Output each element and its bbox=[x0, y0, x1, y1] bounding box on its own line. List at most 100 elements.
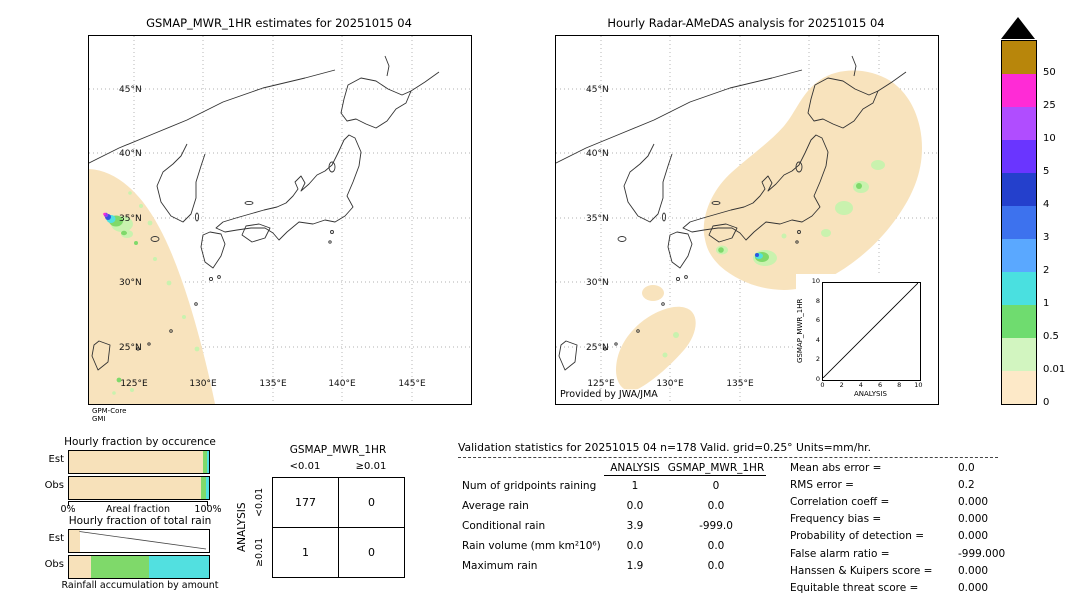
table-row: Average rain 0.0 0.0 bbox=[462, 496, 766, 516]
colorbar-labels: 50 25 10 5 4 3 2 1 0.5 0.01 0 bbox=[1043, 40, 1079, 408]
lat-label: 30°N bbox=[586, 278, 609, 288]
contingency-col-group-label: GSMAP_MWR_1HR bbox=[289, 444, 387, 456]
lat-label: 40°N bbox=[586, 149, 609, 159]
validation-scores: Mean abs error = 0.0 RMS error = 0.2 Corre… bbox=[790, 459, 1005, 597]
inset-x-tick: 2 bbox=[839, 381, 844, 389]
bar-segment bbox=[69, 451, 204, 473]
table-row: Rain volume (mm km²10⁶) 0.0 0.0 bbox=[462, 536, 766, 556]
inset-x-tick: 0 bbox=[820, 381, 825, 389]
stat-value: -999.000 bbox=[958, 547, 1006, 560]
inset-y-tick: 6 bbox=[815, 316, 820, 325]
bar-segment bbox=[91, 556, 149, 578]
colorbar-segment bbox=[1002, 239, 1036, 272]
satellite-source-label: GPM-Core GMI bbox=[92, 407, 127, 423]
bar-segment bbox=[69, 556, 92, 578]
colorbar-tick-label: 3 bbox=[1043, 232, 1050, 243]
stat-label: Equitable threat score = bbox=[790, 581, 919, 594]
lat-label: 35°N bbox=[119, 214, 142, 224]
bar-segment bbox=[69, 530, 80, 552]
contingency-col-label-ge: ≥0.01 bbox=[355, 461, 387, 472]
lon-label: 130°E bbox=[656, 379, 684, 389]
contingency-row-label-lt: <0.01 bbox=[254, 487, 265, 517]
lat-label: 45°N bbox=[119, 85, 142, 95]
dashed-divider bbox=[458, 457, 998, 458]
row-label-est: Est bbox=[48, 533, 64, 544]
table-row: Num of gridpoints raining 1 0 bbox=[462, 476, 766, 496]
x-min-label: 0% bbox=[60, 504, 76, 515]
data-credit: Provided by JWA/JMA bbox=[560, 389, 658, 400]
bar-segment bbox=[69, 477, 202, 499]
stat-value: 0.0 bbox=[958, 461, 975, 474]
colorbar-segment bbox=[1002, 371, 1036, 404]
stat-row: False alarm ratio = -999.000 bbox=[790, 545, 1005, 562]
est-distribution-line bbox=[79, 531, 207, 550]
satellite-swath bbox=[89, 169, 215, 404]
x-max-label: 100% bbox=[194, 504, 222, 515]
colorbar-tick-label: 2 bbox=[1043, 265, 1050, 276]
colorbar-tick-label: 1 bbox=[1043, 298, 1050, 309]
inset-y-tick: 8 bbox=[815, 296, 820, 305]
occurrence-chart-title: Hourly fraction by occurence bbox=[64, 436, 216, 448]
colorbar-segment bbox=[1002, 140, 1036, 173]
gsmap-value: -999.0 bbox=[699, 520, 733, 532]
lat-label: 25°N bbox=[586, 343, 609, 353]
stat-row: Mean abs error = 0.0 bbox=[790, 459, 1005, 476]
stat-label: Mean abs error = bbox=[790, 461, 882, 474]
analysis-value: 1.9 bbox=[626, 560, 644, 572]
validation-title: Validation statistics for 20251015 04 n=… bbox=[458, 441, 872, 454]
stat-value: 0.000 bbox=[958, 564, 989, 577]
lon-label: 125°E bbox=[120, 379, 148, 389]
scatter-inset: GSMAP_MWR_1HR 10 8 6 4 2 0 0 2 4 6 8 10 ANALYSIS bbox=[796, 274, 938, 404]
row-label: Conditional rain bbox=[462, 520, 546, 532]
colorbar bbox=[1001, 40, 1037, 405]
colorbar-tick-label: 0.5 bbox=[1043, 331, 1059, 342]
stat-value: 0.000 bbox=[958, 581, 989, 594]
colorbar-segment bbox=[1002, 272, 1036, 305]
colorbar-segment bbox=[1002, 41, 1036, 74]
colorbar-segment bbox=[1002, 206, 1036, 239]
lon-label: 140°E bbox=[328, 379, 356, 389]
stat-label: Correlation coeff = bbox=[790, 495, 890, 508]
stat-label: Hanssen & Kuipers score = bbox=[790, 564, 933, 577]
contingency-row-label-ge: ≥0.01 bbox=[254, 537, 265, 567]
colorbar-overflow-triangle bbox=[1001, 17, 1035, 39]
analysis-precip-cells bbox=[662, 160, 885, 358]
total-rain-bar-est bbox=[68, 529, 210, 553]
colorbar-tick-label: 10 bbox=[1043, 133, 1056, 144]
row-label-est: Est bbox=[48, 454, 64, 465]
inset-plot-box bbox=[822, 282, 921, 381]
stat-row: Probability of detection = 0.000 bbox=[790, 528, 1005, 545]
inset-x-tick: 6 bbox=[877, 381, 883, 389]
colorbar-tick-label: 0.01 bbox=[1043, 364, 1066, 375]
row-label-obs: Obs bbox=[44, 480, 64, 491]
lon-label: 145°E bbox=[398, 379, 426, 389]
bar-segment bbox=[203, 451, 207, 473]
lat-label: 30°N bbox=[119, 278, 142, 288]
colorbar-segment bbox=[1002, 173, 1036, 206]
stat-row: Frequency bias = 0.000 bbox=[790, 511, 1005, 528]
inset-x-ticks: 0 2 4 6 8 10 bbox=[818, 381, 923, 389]
stat-value: 0.000 bbox=[958, 495, 989, 508]
inset-x-axis-label: ANALYSIS bbox=[853, 390, 887, 398]
stat-row: Equitable threat score = 0.000 bbox=[790, 579, 1005, 596]
lat-label: 45°N bbox=[586, 85, 609, 95]
stat-row: Hanssen & Kuipers score = 0.000 bbox=[790, 562, 1005, 579]
lon-label: 125°E bbox=[587, 379, 615, 389]
analysis-value: 1 bbox=[631, 480, 639, 492]
contingency-cell: 0 bbox=[339, 478, 405, 528]
radar-map: 45°N 40°N 35°N 30°N 25°N 125°E 130°E 135… bbox=[556, 36, 938, 404]
stat-value: 0.000 bbox=[958, 530, 989, 543]
row-label: Average rain bbox=[462, 500, 529, 512]
stat-label: Frequency bias = bbox=[790, 513, 882, 526]
stat-row: RMS error = 0.2 bbox=[790, 476, 1005, 493]
colorbar-tick-label: 50 bbox=[1043, 67, 1056, 78]
total-rain-x-axis-label: Rainfall accumulation by amount bbox=[61, 580, 219, 591]
bar-segment bbox=[206, 451, 209, 473]
contingency-cell: 0 bbox=[339, 528, 405, 578]
colorbar-segment bbox=[1002, 305, 1036, 338]
colorbar-tick-label: 5 bbox=[1043, 166, 1050, 177]
inset-y-tick: 0 bbox=[815, 374, 820, 383]
bar-segment bbox=[148, 556, 209, 578]
occurrence-x-axis-label: Areal fraction bbox=[105, 504, 170, 515]
contingency-col-label-lt: <0.01 bbox=[289, 461, 321, 472]
